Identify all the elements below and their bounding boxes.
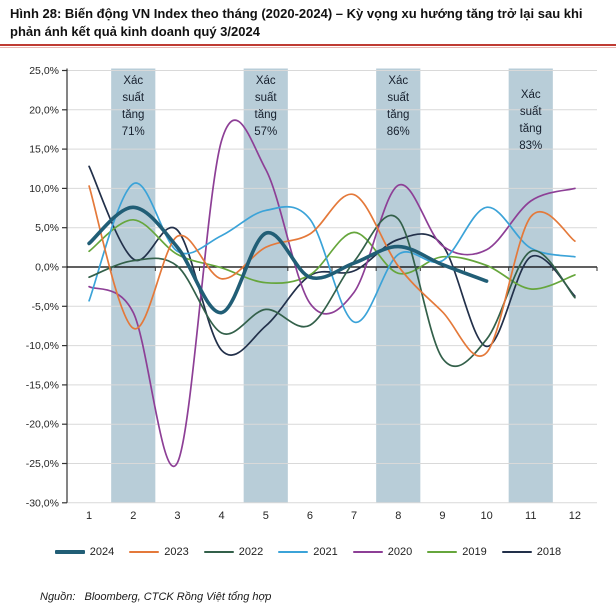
legend-label-2020: 2020 xyxy=(387,546,413,558)
legend-item-2019: 2019 xyxy=(427,546,487,558)
source-note: Nguồn: Bloomberg, CTCK Rồng Việt tổng hợp xyxy=(40,591,271,603)
legend-swatch-2023 xyxy=(129,551,160,553)
legend-item-2023: 2023 xyxy=(129,546,189,558)
series-line-2019 xyxy=(88,218,576,290)
y-tick-label: -10,0% xyxy=(26,340,59,352)
y-tick-label: -25,0% xyxy=(26,458,59,470)
source-text: Bloomberg, CTCK Rồng Việt tổng hợp xyxy=(84,591,272,603)
probability-band-month-2 xyxy=(111,68,156,503)
legend-swatch-2019 xyxy=(427,551,458,553)
x-tick-label: 6 xyxy=(307,510,313,522)
probability-label-month-5: Xác suất tăng 57% xyxy=(254,75,277,138)
legend-swatch-2021 xyxy=(278,551,309,553)
legend-swatch-2024 xyxy=(54,550,85,554)
legend-label-2021: 2021 xyxy=(313,546,338,558)
x-tick-label: 1 xyxy=(86,510,92,522)
chart-legend: 2024 2023 2022 2021 2020 2019 2018 xyxy=(0,546,616,558)
y-tick-label: 25,0% xyxy=(29,65,59,77)
legend-item-2020: 2020 xyxy=(352,546,413,558)
series-line-2018 xyxy=(88,165,576,356)
x-tick-label: 7 xyxy=(351,510,357,522)
title-rule-shadow xyxy=(0,47,616,48)
legend-swatch-2020 xyxy=(352,551,383,553)
y-tick-label: -5,0% xyxy=(32,301,59,313)
y-tick-label: -30,0% xyxy=(26,497,59,509)
legend-label-2022: 2022 xyxy=(238,546,264,558)
x-tick-label: 8 xyxy=(395,510,401,522)
x-tick-label: 11 xyxy=(525,510,536,522)
legend-swatch-2018 xyxy=(501,551,532,553)
series-line-2022 xyxy=(88,214,576,367)
y-tick-label: -15,0% xyxy=(26,379,59,391)
y-tick-label: 10,0% xyxy=(29,183,59,195)
y-tick-label: 15,0% xyxy=(29,144,59,156)
legend-item-2018: 2018 xyxy=(501,546,562,558)
x-tick-label: 5 xyxy=(263,510,269,522)
legend-swatch-2022 xyxy=(203,551,234,553)
legend-label-2018: 2018 xyxy=(536,546,562,558)
series-line-2021 xyxy=(88,182,576,323)
x-tick-label: 2 xyxy=(130,510,136,522)
x-tick-label: 9 xyxy=(439,510,445,522)
figure-title: Hình 28: Biến động VN Index theo tháng (… xyxy=(10,6,583,40)
legend-label-2023: 2023 xyxy=(164,546,189,558)
legend-label-2019: 2019 xyxy=(462,546,487,558)
y-tick-label: 5,0% xyxy=(35,222,59,234)
y-tick-label: -20,0% xyxy=(26,419,59,431)
y-tick-label: 0,0% xyxy=(35,262,59,274)
x-tick-label: 10 xyxy=(480,510,492,522)
probability-band-month-8 xyxy=(376,68,421,503)
legend-item-2024: 2024 xyxy=(54,546,115,558)
legend-item-2022: 2022 xyxy=(203,546,264,558)
probability-label-month-2: Xác suất tăng 71% xyxy=(122,75,145,138)
y-tick-label: 20,0% xyxy=(29,104,59,116)
series-line-2023 xyxy=(88,185,576,357)
legend-item-2021: 2021 xyxy=(278,546,338,558)
x-tick-label: 3 xyxy=(174,510,180,522)
probability-label-month-8: Xác suất tăng 86% xyxy=(387,75,410,138)
probability-label-month-11: Xác suất tăng 83% xyxy=(519,89,542,152)
series-line-2024 xyxy=(87,205,489,315)
x-tick-label: 12 xyxy=(569,510,581,522)
title-rule xyxy=(0,44,616,46)
legend-label-2024: 2024 xyxy=(89,546,115,558)
series-line-2020 xyxy=(88,119,576,468)
x-tick-label: 4 xyxy=(219,510,225,522)
source-prefix: Nguồn: xyxy=(40,591,76,603)
